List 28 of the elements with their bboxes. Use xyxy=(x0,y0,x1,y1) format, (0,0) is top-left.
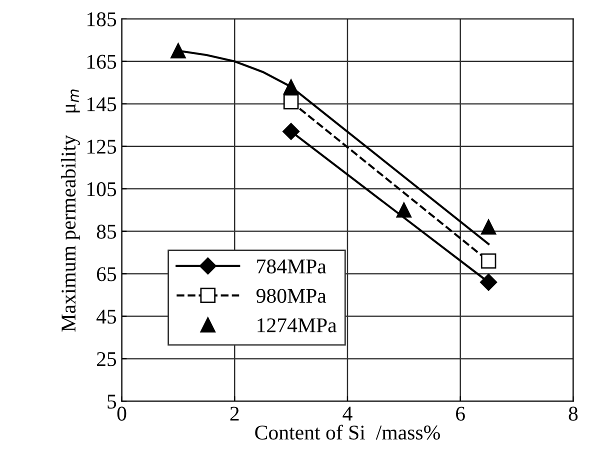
y-tick-label: 105 xyxy=(87,182,116,196)
point xyxy=(396,202,412,218)
y-tick-label: 165 xyxy=(87,54,116,69)
x-axis-title: Content of Si /mass% xyxy=(255,424,440,440)
x-tick-label: 4 xyxy=(342,406,352,421)
x-tick-label: 2 xyxy=(230,406,239,421)
y-tick-label: 45 xyxy=(96,310,116,324)
point xyxy=(170,43,186,58)
point xyxy=(480,274,498,291)
y-tick-label: 185 xyxy=(87,12,116,26)
y-tick-label: 25 xyxy=(96,352,116,366)
point xyxy=(283,79,299,94)
point xyxy=(480,253,496,269)
y-tick-label: 65 xyxy=(96,267,116,282)
x-tick-label: 0 xyxy=(117,406,126,421)
y-axis-title: Maximum permeability μ$_{m}$ xyxy=(60,90,80,332)
legend-label: 784MPa xyxy=(257,259,326,274)
y-tick-label: 5 xyxy=(108,394,116,409)
x-tick-label: 6 xyxy=(456,406,465,421)
point xyxy=(480,219,496,235)
legend-label: 980MPa xyxy=(256,288,326,303)
legend-label: 1274MPa xyxy=(258,318,337,332)
point xyxy=(283,94,299,110)
y-tick-label: 85 xyxy=(96,224,116,239)
point xyxy=(282,122,300,140)
x-tick-label: 8 xyxy=(568,406,578,421)
y-tick-label: 125 xyxy=(87,140,116,154)
y-tick-label: 145 xyxy=(87,97,116,112)
